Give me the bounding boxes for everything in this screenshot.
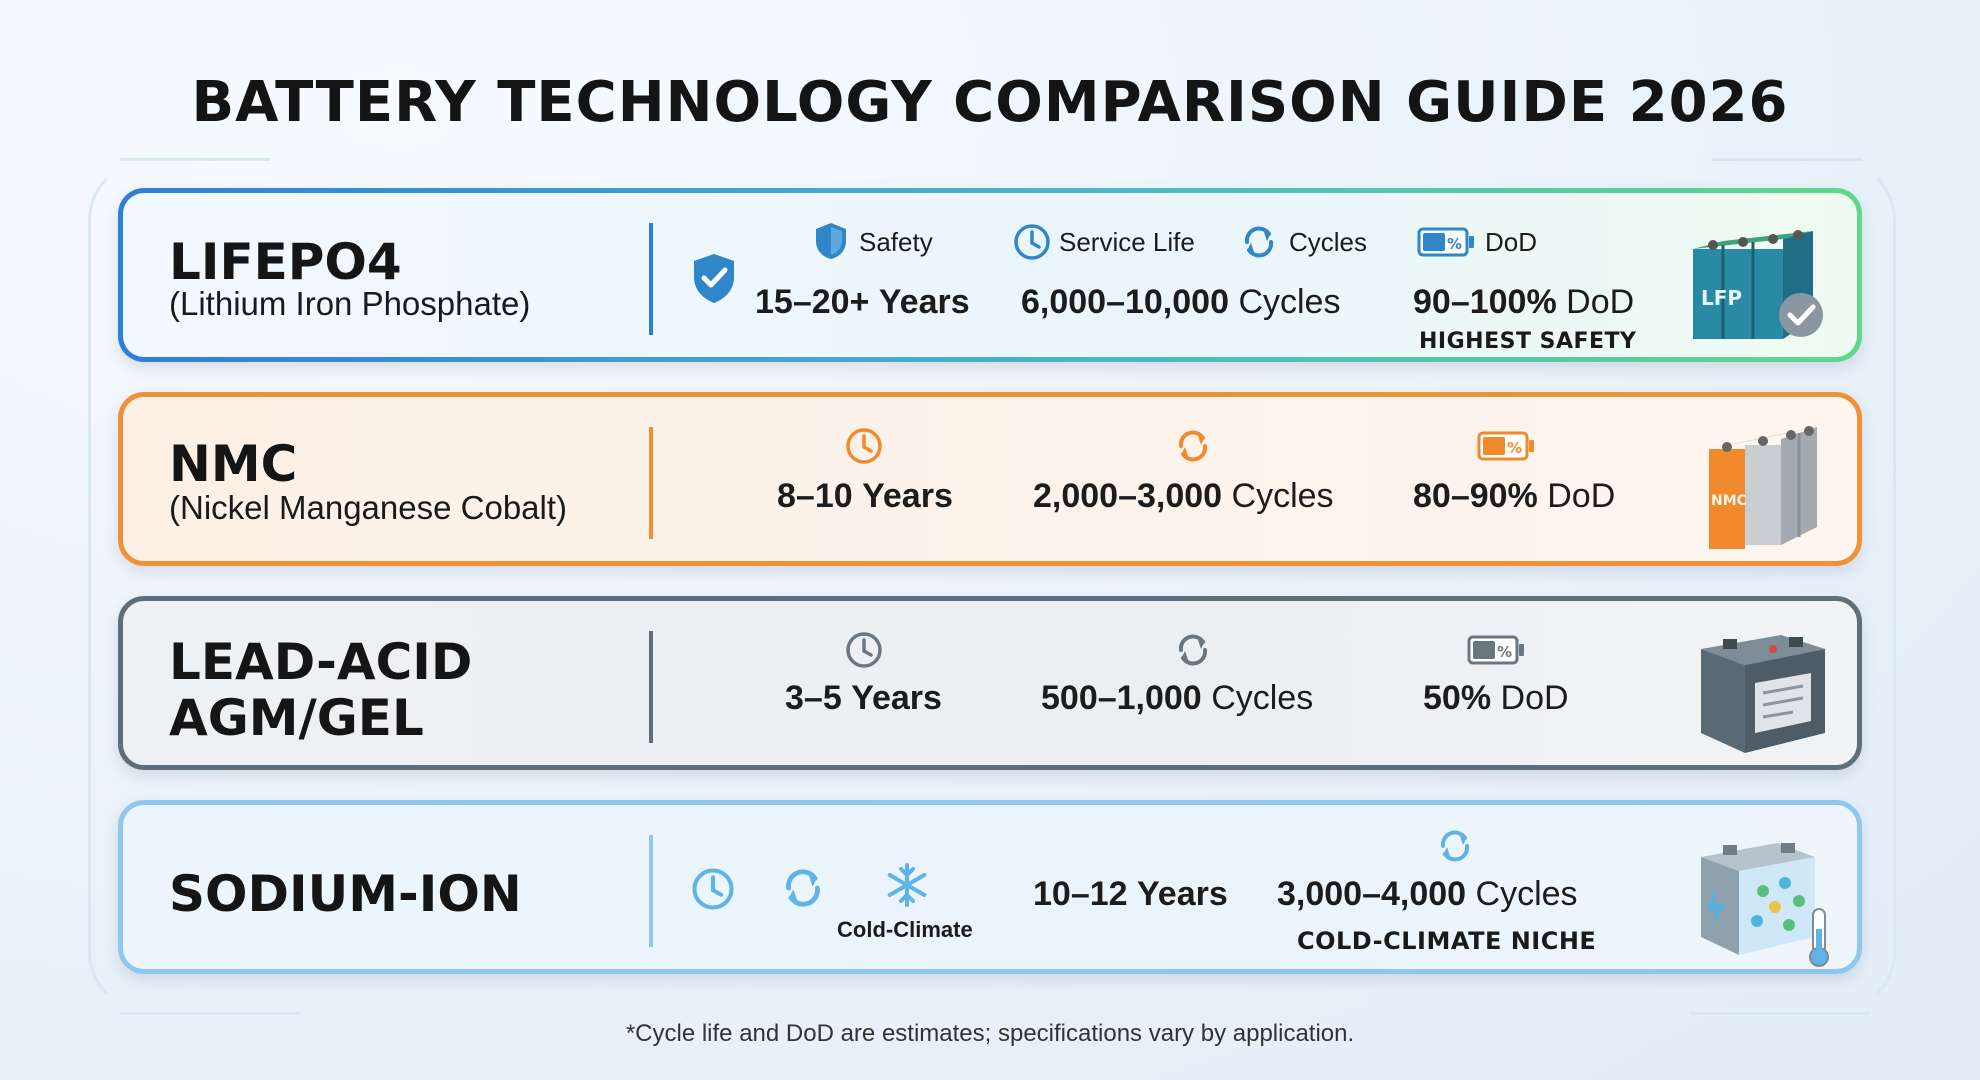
clock-icon <box>846 428 882 464</box>
row-lifepo4: LIFEPO4 (Lithium Iron Phosphate) Safety … <box>118 188 1862 362</box>
battery-percent-icon: % <box>1467 635 1524 665</box>
clock-icon <box>1014 224 1050 260</box>
clock-icon <box>846 632 882 668</box>
sodium-ion-battery-icon <box>1701 843 1829 967</box>
lifepo4-cycles-unit: Cycles <box>1238 283 1341 321</box>
battery-percent-icon: % <box>1417 227 1474 257</box>
nmc-divider <box>649 427 653 539</box>
refresh-icon <box>1244 226 1274 258</box>
svg-text:%: % <box>1497 643 1512 661</box>
nmc-life-metric: 8–10 Years <box>777 477 953 516</box>
outer-frame <box>88 160 1896 1012</box>
battery-percent-icon: % <box>1477 431 1534 461</box>
lead-acid-name-line1: LEAD-ACID <box>169 633 473 691</box>
nmc-name: NMC <box>169 435 298 493</box>
refresh-icon <box>1178 430 1208 462</box>
lifepo4-dod-value: 90–100% <box>1413 283 1557 321</box>
nmc-dod-metric: 80–90% DoD <box>1413 477 1615 516</box>
shield-icon <box>816 223 846 259</box>
nmc-dod-value: 80–90% <box>1413 477 1538 515</box>
sodium-ion-cycles-metric: 3,000–4,000 Cycles <box>1277 875 1578 914</box>
sodium-ion-divider <box>649 835 653 947</box>
sodium-ion-cycles-unit: Cycles <box>1475 875 1578 913</box>
nmc-life-unit: Years <box>862 477 953 515</box>
lead-acid-dod-unit: DoD <box>1500 679 1569 717</box>
refresh-icon <box>1440 830 1470 862</box>
sodium-ion-name: SODIUM-ION <box>169 865 522 923</box>
row-nmc: NMC (Nickel Manganese Cobalt) % 8–10 Yea… <box>118 392 1862 566</box>
page-title: BATTERY TECHNOLOGY COMPARISON GUIDE 2026 <box>191 70 1789 135</box>
refresh-icon <box>786 869 820 907</box>
lead-acid-cycles-value: 500–1,000 <box>1041 679 1202 717</box>
sodium-ion-cycles-value: 3,000–4,000 <box>1277 875 1467 913</box>
svg-text:%: % <box>1507 439 1522 457</box>
nmc-dod-unit: DoD <box>1547 477 1616 515</box>
lifepo4-life-metric: 15–20+ Years <box>755 283 970 322</box>
sodium-ion-life-unit: Years <box>1137 875 1228 913</box>
row-lead-acid: LEAD-ACID AGM/GEL % 3–5 Years 500–1,000 … <box>118 596 1862 770</box>
nmc-cycles-unit: Cycles <box>1231 477 1334 515</box>
nmc-battery-pack-icon: NMC <box>1709 426 1817 549</box>
lifepo4-dod-metric: 90–100% DoD <box>1413 283 1634 322</box>
refresh-icon <box>1178 634 1208 666</box>
frame-bottom-right-line <box>1690 1012 1870 1015</box>
sodium-ion-life-value: 10–12 <box>1033 875 1128 913</box>
lead-acid-name-line2: AGM/GEL <box>169 689 424 747</box>
lifepo4-life-unit: Years <box>878 283 970 321</box>
snowflake-icon <box>887 863 927 907</box>
nmc-cycles-value: 2,000–3,000 <box>1033 477 1223 515</box>
lifepo4-safety-label: Safety <box>859 227 933 257</box>
lifepo4-cycles-value: 6,000–10,000 <box>1021 283 1229 321</box>
nmc-battery-label: NMC <box>1711 493 1747 509</box>
sodium-ion-life-metric: 10–12 Years <box>1033 875 1228 914</box>
svg-text:%: % <box>1447 235 1462 253</box>
lifepo4-service-life-label: Service Life <box>1059 227 1195 257</box>
nmc-subtitle: (Nickel Manganese Cobalt) <box>169 489 568 526</box>
clock-icon <box>692 868 734 910</box>
sodium-ion-cold-climate-label: Cold-Climate <box>837 917 973 942</box>
lead-acid-cycles-metric: 500–1,000 Cycles <box>1041 679 1313 718</box>
lfp-battery-label: LFP <box>1701 286 1742 310</box>
lead-acid-dod-value: 50% <box>1423 679 1492 717</box>
lead-acid-dod-metric: 50% DoD <box>1423 679 1569 718</box>
lifepo4-divider <box>649 223 653 335</box>
lifepo4-dod-unit: DoD <box>1566 283 1635 321</box>
lifepo4-highest-safety-badge: HIGHEST SAFETY <box>1419 329 1637 354</box>
lead-acid-battery-icon <box>1701 635 1825 753</box>
row-sodium-ion: SODIUM-ION Cold-Climate 10–12 Years 3,00… <box>118 800 1862 974</box>
sodium-ion-cold-climate-niche-badge: COLD-CLIMATE NICHE <box>1297 927 1597 955</box>
lead-acid-life-value: 3–5 <box>785 679 842 717</box>
lifepo4-cycles-label: Cycles <box>1289 227 1368 257</box>
frame-top-right-line <box>1712 158 1862 161</box>
shield-check-icon <box>694 254 734 303</box>
frame-bottom-left-line <box>120 1012 300 1015</box>
lead-acid-life-unit: Years <box>851 679 942 717</box>
nmc-cycles-metric: 2,000–3,000 Cycles <box>1033 477 1334 516</box>
lead-acid-divider <box>649 631 653 743</box>
footnote: *Cycle life and DoD are estimates; speci… <box>625 1020 1355 1047</box>
lfp-battery-pack-icon: LFP <box>1693 230 1823 339</box>
nmc-life-value: 8–10 <box>777 477 853 515</box>
lead-acid-cycles-unit: Cycles <box>1211 679 1314 717</box>
lead-acid-life-metric: 3–5 Years <box>785 679 942 718</box>
lifepo4-cycles-metric: 6,000–10,000 Cycles <box>1021 283 1340 322</box>
lifepo4-name: LIFEPO4 <box>169 233 402 291</box>
lifepo4-subtitle: (Lithium Iron Phosphate) <box>169 285 531 322</box>
frame-top-left-line <box>120 158 270 161</box>
lifepo4-dod-label: DoD <box>1485 227 1538 257</box>
lifepo4-life-value: 15–20+ <box>755 283 870 321</box>
